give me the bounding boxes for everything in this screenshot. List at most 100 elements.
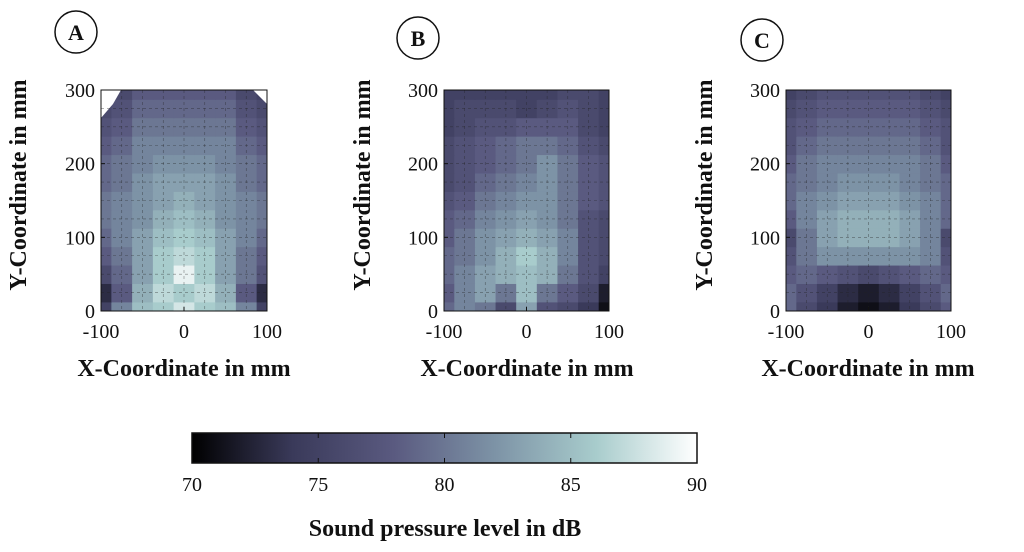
y-tick-label: 0 <box>428 301 438 323</box>
heatmap-cell <box>444 264 455 284</box>
heatmap-cell <box>152 90 175 100</box>
y-axis-label: Y-Coordinate in mm <box>6 79 32 290</box>
heatmap-cell <box>516 90 538 100</box>
heatmap-cell <box>557 246 579 266</box>
heatmap-cell <box>796 246 818 266</box>
heatmap-cell <box>940 99 951 119</box>
heatmap-cell <box>578 90 600 100</box>
y-tick-label: 200 <box>65 154 95 176</box>
x-tick-label: 100 <box>594 321 624 343</box>
heatmap-cell <box>786 228 797 248</box>
heatmap-cell <box>101 246 112 266</box>
heatmap-cell <box>786 191 797 211</box>
x-tick-label: -100 <box>426 321 463 343</box>
x-tick-label: 0 <box>522 321 532 343</box>
heatmap-cell <box>101 264 112 284</box>
heatmap-cell <box>557 209 579 229</box>
y-tick-label: 100 <box>65 227 95 249</box>
heatmap-cell <box>444 154 455 174</box>
heatmap-cell <box>598 246 609 266</box>
panel-label-circle <box>740 18 784 62</box>
heatmap-cell <box>816 228 839 248</box>
heatmap-cell <box>858 246 880 266</box>
heatmap-cell <box>215 283 237 303</box>
heatmap-cell <box>516 209 538 229</box>
heatmap-cell <box>516 246 538 266</box>
colorbar-tick-label: 80 <box>435 474 455 496</box>
heatmap-cell <box>536 246 559 266</box>
heatmap-cell <box>557 228 579 248</box>
heatmap-cell <box>101 191 112 211</box>
heatmap-cells <box>444 90 609 311</box>
heatmap-cell <box>111 90 133 100</box>
heatmap-cell <box>256 117 267 137</box>
heatmap-cell <box>598 172 609 192</box>
heatmap-cell <box>256 283 267 303</box>
heatmap-cell <box>256 246 267 266</box>
heatmap-cell <box>899 283 921 303</box>
y-axis-label: Y-Coordinate in mm <box>692 79 718 290</box>
heatmap-cell <box>111 228 133 248</box>
colorbar-label: Sound pressure level in dB <box>309 516 582 542</box>
heatmap-cell <box>474 228 497 248</box>
heatmap-cell <box>111 117 133 137</box>
heatmap-cell <box>598 283 609 303</box>
heatmap-cell <box>256 228 267 248</box>
heatmap-cell <box>111 246 133 266</box>
heatmap-cell <box>940 264 951 284</box>
heatmap-cell <box>194 246 216 266</box>
grid-lines <box>444 90 609 311</box>
heatmap-cell <box>598 264 609 284</box>
heatmap-cell <box>816 246 839 266</box>
heatmap-cell <box>444 117 455 137</box>
heatmap-cell <box>111 136 133 156</box>
heatmap-cell <box>516 228 538 248</box>
heatmap-cell <box>940 136 951 156</box>
heatmap-cell <box>132 228 154 248</box>
x-tick-label: -100 <box>768 321 805 343</box>
heatmap-cell <box>256 154 267 174</box>
heatmap-cell <box>598 99 609 119</box>
y-tick-label: 200 <box>750 154 780 176</box>
heatmap-cell <box>111 154 133 174</box>
heatmap-cell <box>598 90 609 100</box>
heatmap-cell <box>474 209 497 229</box>
heatmap-cell <box>899 228 921 248</box>
colorbar: 70 75 80 85 90 Sound pressure level in dB <box>182 432 707 542</box>
unmeasured-corner <box>253 90 267 104</box>
heatmap-cell <box>173 264 195 284</box>
heatmap-cell <box>111 209 133 229</box>
heatmap-cell <box>557 90 579 100</box>
heatmap-cell <box>256 209 267 229</box>
heatmap-cell <box>444 90 455 100</box>
heatmap-cell <box>796 90 818 100</box>
heatmap-cell <box>215 228 237 248</box>
panel-label: B <box>411 26 426 51</box>
y-tick-label: 200 <box>408 154 438 176</box>
heatmap-cell <box>111 99 133 119</box>
heatmap-cell <box>557 283 579 303</box>
heatmap-cell <box>796 264 818 284</box>
heatmap-cell <box>786 90 797 100</box>
heatmap-cell <box>816 283 839 303</box>
heatmap-cell <box>101 301 112 311</box>
heatmap-cell <box>454 90 476 100</box>
heatmap-cell <box>578 246 600 266</box>
heatmap-cell <box>878 264 901 284</box>
heatmap-cell <box>786 136 797 156</box>
heatmap-cell <box>598 228 609 248</box>
heatmap-cell <box>858 264 880 284</box>
heatmap-cell <box>256 301 267 311</box>
heatmap-cell <box>215 246 237 266</box>
heatmap-cell <box>454 246 476 266</box>
heatmap-cell <box>858 90 880 100</box>
heatmap-cell <box>101 228 112 248</box>
heatmap-cell <box>444 301 455 311</box>
heatmap-cell <box>837 90 859 100</box>
heatmap-cell <box>940 90 951 100</box>
heatmap-cell <box>215 90 237 100</box>
